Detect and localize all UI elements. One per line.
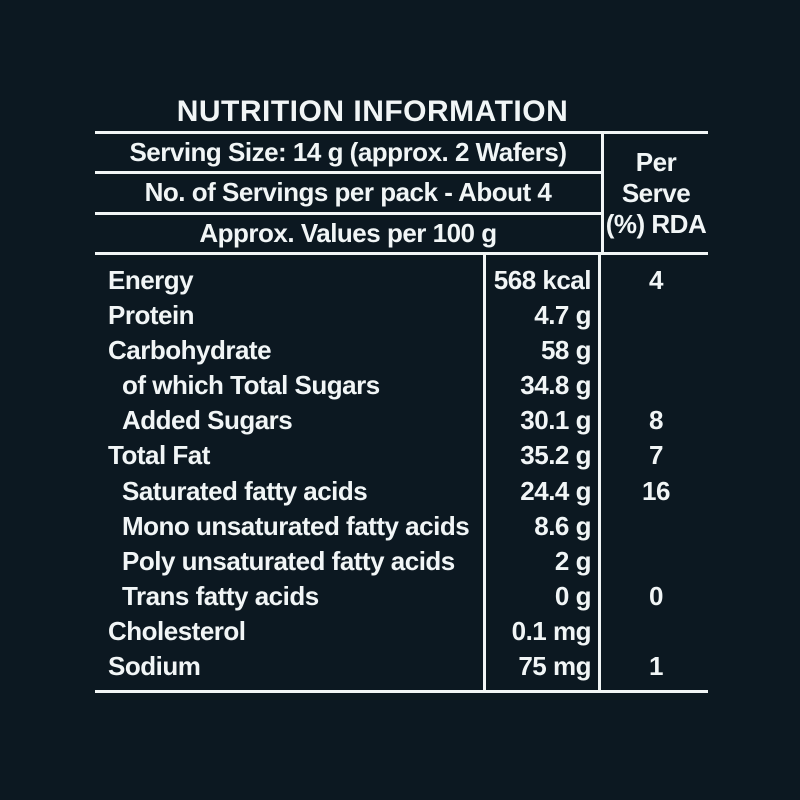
per-serve-line2: Serve [621,177,691,208]
nutrient-rda: 16 [642,475,670,506]
nutrient-value: 30.1 g [520,405,591,436]
table-row: Total Fat 35.2 g 7 [95,438,708,473]
per-serve-rda-header: Per Serve (%) RDA [601,134,708,252]
nutrition-table: Serving Size: 14 g (approx. 2 Wafers) No… [95,131,708,693]
values-basis-row: Approx. Values per 100 g [199,217,497,248]
servings-per-pack-row: No. of Servings per pack - About 4 [95,174,601,215]
table-row: Mono unsaturated fatty acids 8.6 g [95,509,708,544]
nutrient-value: 568 kcal [493,265,592,296]
nutrient-label: Carbohydrate [108,335,272,366]
nutrient-value: 4.7 g [534,300,591,331]
rda-column-divider [598,255,601,690]
nutrient-rda: 4 [649,265,663,296]
table-row: Energy 568 kcal 4 [95,263,708,298]
nutrient-label: Added Sugars [122,405,293,436]
serving-size-row: Serving Size: 14 g (approx. 2 Wafers) [95,134,601,175]
nutrient-value: 0.1 mg [511,615,592,646]
per-serve-line3: (%) RDA [605,208,707,239]
nutrient-value: 2 g [554,545,592,576]
nutrient-label: Sodium [108,650,201,681]
nutrient-label: of which Total Sugars [122,370,380,401]
nutrient-label: Mono unsaturated fatty acids [122,510,470,541]
nutrient-value: 34.8 g [520,370,591,401]
table-row: Trans fatty acids 0 g 0 [95,579,708,614]
table-row: Cholesterol 0.1 mg [95,614,708,649]
header-left-section: Serving Size: 14 g (approx. 2 Wafers) No… [95,134,601,252]
table-row: Protein 4.7 g [95,298,708,333]
nutrient-value: 35.2 g [520,440,591,471]
table-row: Sodium 75 mg 1 [95,649,708,684]
value-column-divider [483,255,486,690]
nutrient-value: 75 mg [518,650,591,681]
nutrient-value: 0 g [554,580,592,611]
nutrient-label: Cholesterol [108,615,246,646]
nutrient-label: Total Fat [108,440,210,471]
nutrient-value: 58 g [540,335,592,366]
table-header-section: Serving Size: 14 g (approx. 2 Wafers) No… [95,134,708,255]
nutrient-rda: 8 [649,405,663,436]
nutrient-value: 8.6 g [534,510,591,541]
per-serve-line1: Per [635,146,677,177]
table-row: of which Total Sugars 34.8 g [95,368,708,403]
table-body-section: Energy 568 kcal 4 Protein 4.7 g Carbohyd… [95,255,708,690]
nutrient-rda: 7 [649,440,663,471]
nutrient-rda: 1 [649,650,663,681]
nutrient-value: 24.4 g [520,475,591,506]
nutrient-label: Trans fatty acids [122,580,319,611]
table-row: Added Sugars 30.1 g 8 [95,403,708,438]
table-row: Poly unsaturated fatty acids 2 g [95,544,708,579]
table-row: Carbohydrate 58 g [95,333,708,368]
nutrient-label: Energy [108,265,194,296]
nutrient-label: Poly unsaturated fatty acids [122,545,455,576]
nutrient-label: Protein [108,300,195,331]
page-title: NUTRITION INFORMATION [176,95,569,128]
nutrient-rda: 0 [649,580,663,611]
nutrient-label: Saturated fatty acids [122,475,368,506]
table-row: Saturated fatty acids 24.4 g 16 [95,473,708,508]
